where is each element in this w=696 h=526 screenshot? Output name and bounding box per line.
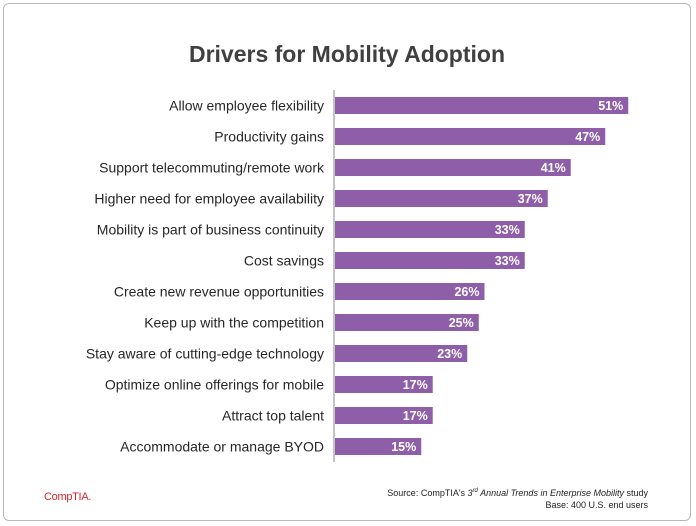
data-label: 17% [403,409,428,423]
category-label: Mobility is part of business continuity [97,222,324,238]
base-note: Base: 400 U.S. end users [545,500,648,510]
bar [335,345,468,362]
category-label: Higher need for employee availability [94,191,324,207]
data-label: 41% [541,161,566,175]
data-label: 23% [437,347,462,361]
data-label: 17% [403,378,428,392]
category-label: Optimize online offerings for mobile [105,377,324,393]
data-label: 33% [495,254,520,268]
category-label: Stay aware of cutting-edge technology [86,346,324,362]
bar [335,128,606,145]
category-label: Cost savings [244,253,324,269]
source-line: Source: CompTIA's 3rd Annual Trends in E… [387,487,648,499]
bar [335,190,548,207]
category-label: Support telecommuting/remote work [99,160,325,176]
bar [335,252,525,269]
bar [335,97,629,114]
category-label: Productivity gains [214,129,324,145]
category-label: Attract top talent [222,408,324,424]
data-label: 33% [495,223,520,237]
chart-title: Drivers for Mobility Adoption [189,41,505,67]
data-label: 15% [391,440,416,454]
category-label: Allow employee flexibility [169,98,324,114]
source-note: Source: CompTIA's 3rd Annual Trends in E… [387,487,648,511]
bar [335,407,433,424]
source-suffix: study [623,488,648,498]
bar [335,159,571,176]
bar [335,283,485,300]
category-label: Keep up with the competition [144,315,324,331]
bar [335,221,525,238]
data-label: 51% [598,99,623,113]
category-label: Accommodate or manage BYOD [120,439,324,455]
chart-frame: Drivers for Mobility Adoption Allow empl… [3,3,691,521]
comptia-logo: CompTIA. [44,491,92,503]
source-study-name: Annual Trends in Enterprise Mobility [477,488,624,498]
source-prefix: Source: CompTIA's [387,488,468,498]
bar [335,314,479,331]
bar [335,438,422,455]
bar-chart: Drivers for Mobility Adoption Allow empl… [86,41,629,462]
source-ordinal-suffix: rd [472,488,478,494]
category-label: Create new revenue opportunities [114,284,324,300]
data-label: 26% [454,285,479,299]
bar [335,376,433,393]
source-ordinal: 3 [467,488,473,498]
data-label: 37% [518,192,543,206]
data-label: 25% [449,316,474,330]
data-label: 47% [575,130,600,144]
